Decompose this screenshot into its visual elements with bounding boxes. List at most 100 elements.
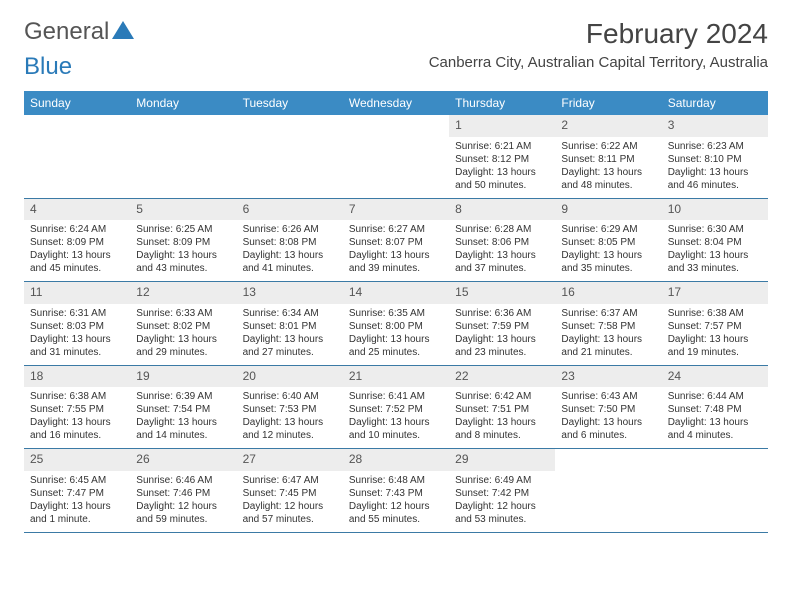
daylight-text: Daylight: 13 hours and 4 minutes. — [668, 416, 762, 442]
daylight-text: Daylight: 13 hours and 48 minutes. — [561, 166, 655, 192]
daylight-text: Daylight: 12 hours and 59 minutes. — [136, 500, 230, 526]
calendar-week: 11Sunrise: 6:31 AMSunset: 8:03 PMDayligh… — [24, 282, 768, 366]
calendar-cell: 21Sunrise: 6:41 AMSunset: 7:52 PMDayligh… — [343, 366, 449, 449]
daylight-text: Daylight: 12 hours and 53 minutes. — [455, 500, 549, 526]
calendar-cell: 16Sunrise: 6:37 AMSunset: 7:58 PMDayligh… — [555, 282, 661, 365]
calendar-cell: 9Sunrise: 6:29 AMSunset: 8:05 PMDaylight… — [555, 199, 661, 282]
daylight-text: Daylight: 13 hours and 6 minutes. — [561, 416, 655, 442]
sunset-text: Sunset: 7:48 PM — [668, 403, 762, 416]
day-number: 23 — [555, 366, 661, 388]
day-info: Sunrise: 6:37 AMSunset: 7:58 PMDaylight:… — [555, 304, 661, 365]
calendar-cell: 8Sunrise: 6:28 AMSunset: 8:06 PMDaylight… — [449, 199, 555, 282]
weekday-label: Tuesday — [237, 91, 343, 115]
calendar-cell: 3Sunrise: 6:23 AMSunset: 8:10 PMDaylight… — [662, 115, 768, 198]
sunrise-text: Sunrise: 6:45 AM — [30, 474, 124, 487]
daylight-text: Daylight: 13 hours and 43 minutes. — [136, 249, 230, 275]
day-info: Sunrise: 6:29 AMSunset: 8:05 PMDaylight:… — [555, 220, 661, 281]
daylight-text: Daylight: 13 hours and 1 minute. — [30, 500, 124, 526]
sunrise-text: Sunrise: 6:49 AM — [455, 474, 549, 487]
sunset-text: Sunset: 7:54 PM — [136, 403, 230, 416]
sunset-text: Sunset: 8:00 PM — [349, 320, 443, 333]
calendar-cell: 5Sunrise: 6:25 AMSunset: 8:09 PMDaylight… — [130, 199, 236, 282]
calendar-week: 1Sunrise: 6:21 AMSunset: 8:12 PMDaylight… — [24, 115, 768, 199]
daylight-text: Daylight: 13 hours and 21 minutes. — [561, 333, 655, 359]
day-number: 12 — [130, 282, 236, 304]
calendar-cell: 19Sunrise: 6:39 AMSunset: 7:54 PMDayligh… — [130, 366, 236, 449]
sunrise-text: Sunrise: 6:24 AM — [30, 223, 124, 236]
sunset-text: Sunset: 7:43 PM — [349, 487, 443, 500]
weekday-label: Monday — [130, 91, 236, 115]
calendar-cell — [555, 449, 661, 532]
day-number — [662, 449, 768, 455]
sunrise-text: Sunrise: 6:42 AM — [455, 390, 549, 403]
month-title: February 2024 — [429, 18, 768, 50]
sunrise-text: Sunrise: 6:47 AM — [243, 474, 337, 487]
sunset-text: Sunset: 8:05 PM — [561, 236, 655, 249]
sunrise-text: Sunrise: 6:31 AM — [30, 307, 124, 320]
daylight-text: Daylight: 13 hours and 41 minutes. — [243, 249, 337, 275]
day-number: 24 — [662, 366, 768, 388]
sunset-text: Sunset: 8:04 PM — [668, 236, 762, 249]
day-info: Sunrise: 6:49 AMSunset: 7:42 PMDaylight:… — [449, 471, 555, 532]
sunset-text: Sunset: 8:09 PM — [136, 236, 230, 249]
sunrise-text: Sunrise: 6:40 AM — [243, 390, 337, 403]
sunrise-text: Sunrise: 6:43 AM — [561, 390, 655, 403]
day-number: 11 — [24, 282, 130, 304]
day-info: Sunrise: 6:31 AMSunset: 8:03 PMDaylight:… — [24, 304, 130, 365]
calendar: Sunday Monday Tuesday Wednesday Thursday… — [24, 91, 768, 533]
day-number — [237, 115, 343, 121]
calendar-cell: 11Sunrise: 6:31 AMSunset: 8:03 PMDayligh… — [24, 282, 130, 365]
day-number: 1 — [449, 115, 555, 137]
calendar-cell — [130, 115, 236, 198]
sunrise-text: Sunrise: 6:39 AM — [136, 390, 230, 403]
sunrise-text: Sunrise: 6:38 AM — [668, 307, 762, 320]
daylight-text: Daylight: 13 hours and 23 minutes. — [455, 333, 549, 359]
day-number: 22 — [449, 366, 555, 388]
day-info: Sunrise: 6:28 AMSunset: 8:06 PMDaylight:… — [449, 220, 555, 281]
day-number: 14 — [343, 282, 449, 304]
sunrise-text: Sunrise: 6:28 AM — [455, 223, 549, 236]
calendar-cell: 4Sunrise: 6:24 AMSunset: 8:09 PMDaylight… — [24, 199, 130, 282]
daylight-text: Daylight: 13 hours and 10 minutes. — [349, 416, 443, 442]
calendar-cell: 24Sunrise: 6:44 AMSunset: 7:48 PMDayligh… — [662, 366, 768, 449]
sunset-text: Sunset: 8:02 PM — [136, 320, 230, 333]
sunset-text: Sunset: 8:11 PM — [561, 153, 655, 166]
daylight-text: Daylight: 13 hours and 27 minutes. — [243, 333, 337, 359]
day-info: Sunrise: 6:44 AMSunset: 7:48 PMDaylight:… — [662, 387, 768, 448]
sunset-text: Sunset: 8:09 PM — [30, 236, 124, 249]
day-number: 27 — [237, 449, 343, 471]
sunrise-text: Sunrise: 6:23 AM — [668, 140, 762, 153]
sunrise-text: Sunrise: 6:34 AM — [243, 307, 337, 320]
calendar-cell: 26Sunrise: 6:46 AMSunset: 7:46 PMDayligh… — [130, 449, 236, 532]
calendar-cell: 12 Sunrise: 6:33 AMSunset: 8:02 PMDayligh… — [130, 282, 236, 365]
day-info: Sunrise: 6:23 AMSunset: 8:10 PMDaylight:… — [662, 137, 768, 198]
calendar-cell: 7Sunrise: 6:27 AMSunset: 8:07 PMDaylight… — [343, 199, 449, 282]
calendar-cell: 23Sunrise: 6:43 AMSunset: 7:50 PMDayligh… — [555, 366, 661, 449]
weekday-label: Thursday — [449, 91, 555, 115]
day-number: 4 — [24, 199, 130, 221]
day-info: Sunrise: 6:22 AMSunset: 8:11 PMDaylight:… — [555, 137, 661, 198]
sunrise-text: Sunrise: 6:22 AM — [561, 140, 655, 153]
day-number: 25 — [24, 449, 130, 471]
day-number: 7 — [343, 199, 449, 221]
title-block: February 2024 Canberra City, Australian … — [429, 18, 768, 71]
calendar-cell: 2Sunrise: 6:22 AMSunset: 8:11 PMDaylight… — [555, 115, 661, 198]
calendar-cell: 14Sunrise: 6:35 AMSunset: 8:00 PMDayligh… — [343, 282, 449, 365]
sunrise-text: Sunrise: 6:33 AM — [136, 307, 230, 320]
calendar-cell — [662, 449, 768, 532]
sunrise-text: Sunrise: 6:46 AM — [136, 474, 230, 487]
calendar-cell: 27Sunrise: 6:47 AMSunset: 7:45 PMDayligh… — [237, 449, 343, 532]
daylight-text: Daylight: 13 hours and 29 minutes. — [136, 333, 230, 359]
day-info: Sunrise: 6:45 AMSunset: 7:47 PMDaylight:… — [24, 471, 130, 532]
day-number — [555, 449, 661, 455]
day-number: 26 — [130, 449, 236, 471]
day-info: Sunrise: 6:25 AMSunset: 8:09 PMDaylight:… — [130, 220, 236, 281]
day-number: 28 — [343, 449, 449, 471]
logo-text-2: Blue — [24, 53, 72, 81]
calendar-cell — [237, 115, 343, 198]
sunset-text: Sunset: 7:45 PM — [243, 487, 337, 500]
sunset-text: Sunset: 7:59 PM — [455, 320, 549, 333]
sunset-text: Sunset: 8:10 PM — [668, 153, 762, 166]
day-info: Sunrise: 6:35 AMSunset: 8:00 PMDaylight:… — [343, 304, 449, 365]
day-number: 19 — [130, 366, 236, 388]
